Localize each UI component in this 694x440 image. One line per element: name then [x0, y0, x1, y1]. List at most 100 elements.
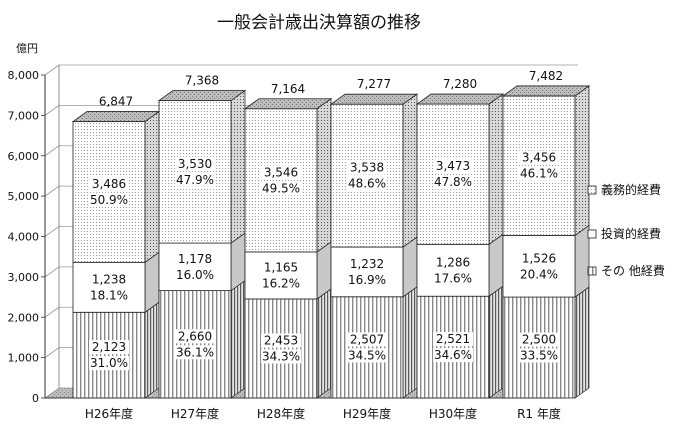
value-label: 1,178	[178, 252, 212, 266]
x-tick-label: H30年度	[429, 406, 477, 421]
percent-label-bg	[89, 288, 129, 303]
total-label: 7,482	[529, 69, 563, 83]
value-label: 1,232	[350, 257, 384, 271]
bar-segment	[502, 235, 576, 298]
total-label: 7,280	[443, 77, 477, 91]
bar-segment	[72, 261, 146, 313]
percent-label-bg	[175, 267, 215, 282]
value-label-bg	[347, 160, 387, 175]
bar-side-dots	[316, 98, 332, 253]
bar-segment	[330, 103, 404, 248]
bar-top-face	[415, 93, 505, 105]
value-label-bg	[89, 176, 129, 191]
value-label: 2,521	[436, 332, 470, 346]
percent-label: 46.1%	[520, 167, 558, 181]
bar-segment	[244, 108, 318, 253]
percent-label-bg	[89, 192, 129, 207]
y-tick-label: 2,000	[8, 311, 40, 324]
bar-side-white	[402, 236, 418, 298]
value-label: 2,507	[350, 332, 384, 346]
bar-segment	[416, 243, 490, 297]
chart-title: 一般会計歳出決算額の推移	[217, 13, 421, 33]
gridline-diagonal	[44, 185, 60, 197]
legend-label: 義務的経費	[601, 182, 661, 197]
percent-label: 20.4%	[520, 267, 558, 281]
percent-label: 16.2%	[262, 276, 300, 290]
value-label: 1,165	[264, 260, 298, 274]
bar-side-vertical-stripes	[574, 286, 590, 399]
value-label: 3,486	[92, 177, 126, 191]
gridline-diagonal	[44, 64, 60, 76]
x-tick-label: H28年度	[257, 406, 305, 421]
value-label: 3,530	[178, 157, 212, 171]
gridline-diagonal	[44, 266, 60, 278]
value-label-bg	[175, 329, 215, 344]
y-tick-label: 8,000	[8, 69, 40, 82]
bar-segment	[158, 242, 232, 292]
value-label-bg	[261, 333, 301, 348]
percent-label-bg	[347, 176, 387, 191]
bar-top-face	[329, 93, 419, 105]
y-tick-label: 1,000	[8, 352, 40, 365]
bar-side-vertical-stripes	[144, 301, 160, 399]
value-label: 2,453	[264, 333, 298, 347]
percent-label: 34.5%	[348, 348, 386, 362]
y-tick-label: 3,000	[8, 271, 40, 284]
y-axis-unit-label: 億円	[16, 42, 38, 55]
gridline-diagonal	[44, 145, 60, 157]
bar-segment	[502, 296, 576, 399]
bar-side-white	[144, 251, 160, 313]
bar-segment	[158, 100, 232, 244]
bar-segment	[244, 298, 318, 399]
bar-side-dots	[402, 93, 418, 248]
bar-segment	[158, 290, 232, 399]
gridline-diagonal	[44, 347, 60, 358]
bar-segment	[502, 95, 576, 236]
percent-label-bg	[519, 348, 559, 363]
value-label: 2,500	[522, 333, 556, 347]
legend-swatch-vertical-stripes	[587, 266, 597, 276]
percent-label: 36.1%	[176, 345, 214, 359]
percent-label: 17.6%	[434, 271, 472, 285]
percent-label: 16.9%	[348, 273, 386, 287]
value-label-bg	[89, 340, 129, 355]
percent-label: 50.9%	[90, 193, 128, 207]
bar-side-white	[574, 224, 590, 298]
percent-label-bg	[261, 181, 301, 196]
percent-label-bg	[347, 348, 387, 363]
value-label-bg	[433, 159, 473, 174]
legend-label: 投資的経費	[601, 226, 661, 241]
value-label-bg	[175, 156, 215, 171]
value-label: 3,538	[350, 161, 384, 175]
value-label-bg	[261, 165, 301, 180]
percent-label-bg	[519, 166, 559, 181]
value-label-bg	[519, 332, 559, 347]
bar-segment	[330, 246, 404, 298]
percent-label: 49.5%	[262, 181, 300, 195]
y-tick-label: 4,000	[8, 231, 40, 244]
value-label: 2,660	[178, 329, 212, 343]
total-label: 7,277	[357, 77, 391, 91]
total-label: 6,847	[99, 95, 133, 109]
percent-label-bg	[519, 267, 559, 282]
bar-side-white	[488, 233, 504, 297]
bar-side-vertical-stripes	[230, 279, 246, 399]
percent-label-bg	[261, 276, 301, 291]
percent-label: 47.9%	[176, 173, 214, 187]
bar-top-face	[501, 85, 591, 97]
value-label-bg	[519, 251, 559, 266]
y-tick-label: 6,000	[8, 150, 40, 163]
value-label-bg	[175, 251, 215, 266]
bar-segment	[72, 311, 146, 399]
x-tick-label: H27年度	[171, 406, 219, 421]
value-label-bg	[433, 332, 473, 347]
percent-label: 34.3%	[262, 349, 300, 363]
x-tick-label: R1 年度	[517, 406, 561, 421]
percent-label: 31.0%	[90, 356, 128, 370]
gridline-diagonal	[44, 105, 60, 116]
percent-label-bg	[89, 356, 129, 371]
bar-side-vertical-stripes	[316, 288, 332, 399]
value-label: 3,473	[436, 159, 470, 173]
total-label: 7,368	[185, 74, 219, 88]
